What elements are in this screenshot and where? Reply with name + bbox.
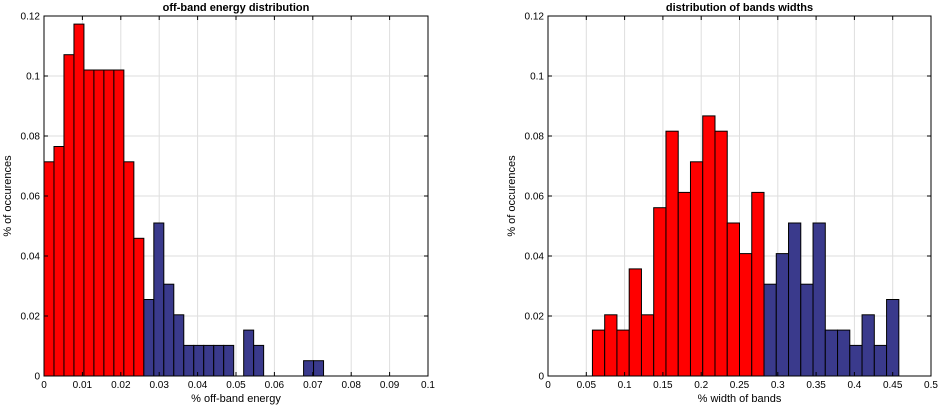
histogram-bar: [824, 329, 839, 377]
histogram-bar: [123, 161, 135, 377]
x-tick-label: 0.03: [149, 380, 169, 391]
histogram-bar: [800, 283, 814, 377]
x-tick-label: 0.02: [111, 380, 131, 391]
histogram-bar: [223, 344, 235, 377]
y-tick-label: 0.06: [525, 192, 545, 203]
histogram-bar: [303, 360, 315, 377]
histogram-bar: [640, 314, 655, 377]
x-tick-label: 0.3: [771, 380, 785, 391]
histogram-bar: [861, 314, 875, 377]
y-tick-label: 0.06: [21, 192, 41, 203]
histogram-bar: [203, 344, 215, 377]
x-tick-label: 0: [545, 380, 551, 391]
histogram-bar: [726, 222, 741, 377]
x-axis-label: % off-band energy: [191, 393, 281, 405]
histogram-bar: [763, 283, 777, 377]
x-tick-label: 0.4: [847, 380, 861, 391]
histogram-bar: [143, 299, 155, 377]
chart-title: off-band energy distribution: [163, 2, 310, 14]
histogram-bar: [133, 237, 145, 377]
y-tick-label: 0.04: [21, 252, 41, 263]
histogram-bar: [93, 69, 105, 377]
histogram-bar: [604, 314, 618, 377]
x-tick-label: 0.15: [653, 380, 673, 391]
x-axis-label: % width of bands: [698, 393, 782, 405]
x-tick-label: 0.07: [303, 380, 323, 391]
histogram-bar: [653, 207, 667, 377]
y-tick-label: 0: [34, 372, 40, 383]
x-tick-label: 0.25: [730, 380, 750, 391]
x-tick-label: 0: [41, 380, 47, 391]
histogram-bar: [873, 344, 888, 377]
x-tick-label: 0.05: [226, 380, 246, 391]
y-tick-label: 0.04: [525, 252, 545, 263]
y-tick-label: 0.02: [525, 312, 545, 323]
histogram-bar: [665, 130, 679, 377]
histogram-bar: [103, 69, 115, 377]
histogram-bar: [591, 329, 606, 377]
histogram-bar: [83, 69, 95, 377]
histogram-bar: [193, 344, 205, 377]
histogram-bar: [163, 283, 175, 377]
chart-title: distribution of bands widths: [666, 2, 813, 14]
histogram-bar: [837, 329, 851, 377]
x-tick-label: 0.45: [883, 380, 903, 391]
histogram-bar: [183, 344, 195, 377]
y-axis-label: % of occurences: [506, 155, 518, 237]
x-tick-label: 0.05: [577, 380, 597, 391]
x-tick-label: 0.5: [924, 380, 938, 391]
y-tick-label: 0: [538, 372, 544, 383]
x-tick-label: 0.35: [806, 380, 826, 391]
x-tick-label: 0.04: [188, 380, 208, 391]
histogram-bar: [73, 23, 85, 377]
histogram-bar: [702, 115, 716, 377]
histogram-bar: [153, 222, 165, 377]
x-tick-label: 0.1: [421, 380, 435, 391]
x-tick-label: 0.08: [341, 380, 361, 391]
y-tick-label: 0.08: [525, 132, 545, 143]
y-axis-label: % of occurences: [2, 155, 14, 237]
histogram-bar: [886, 299, 900, 377]
histogram-bar: [739, 253, 753, 377]
histogram-bar: [63, 54, 75, 377]
y-tick-label: 0.02: [21, 312, 41, 323]
histogram-bar: [751, 191, 765, 377]
histogram-bar: [788, 222, 802, 377]
histogram-bar: [173, 314, 185, 377]
histogram-bar: [689, 161, 704, 377]
histogram-bar: [253, 344, 265, 377]
histogram-bar: [43, 161, 55, 377]
x-tick-label: 0.09: [380, 380, 400, 391]
x-tick-label: 0.01: [73, 380, 93, 391]
histogram-bar: [213, 344, 225, 377]
histogram-bar: [243, 329, 255, 377]
y-tick-label: 0.1: [26, 72, 40, 83]
histogram-bar: [812, 222, 826, 377]
chart-band-widths: 0 0.05 0.1 0.15 0.2 0.25 0.3 0.35 0.4 0.45 0.5 0 0.0…: [506, 2, 938, 405]
x-tick-label: 0.06: [265, 380, 285, 391]
histogram-bar: [849, 344, 863, 377]
y-tick-label: 0.08: [21, 132, 41, 143]
histogram-bar: [775, 253, 790, 377]
histogram-bar: [628, 268, 642, 377]
histogram-bar: [53, 146, 65, 377]
chart-off-band-energy: 0 0.01 0.02 0.03 0.04 0.05 0.06 0.07 0.08 0.09 0.1…: [2, 2, 435, 405]
y-tick-label: 0.12: [21, 12, 41, 23]
y-tick-label: 0.1: [530, 72, 544, 83]
histogram-bar: [677, 191, 691, 377]
histogram-bar: [113, 69, 125, 377]
histogram-bar: [714, 130, 728, 377]
histogram-bar: [313, 360, 325, 377]
y-tick-label: 0.12: [525, 12, 545, 23]
histogram-bar: [616, 329, 630, 377]
x-tick-label: 0.2: [694, 380, 708, 391]
x-tick-label: 0.1: [618, 380, 632, 391]
